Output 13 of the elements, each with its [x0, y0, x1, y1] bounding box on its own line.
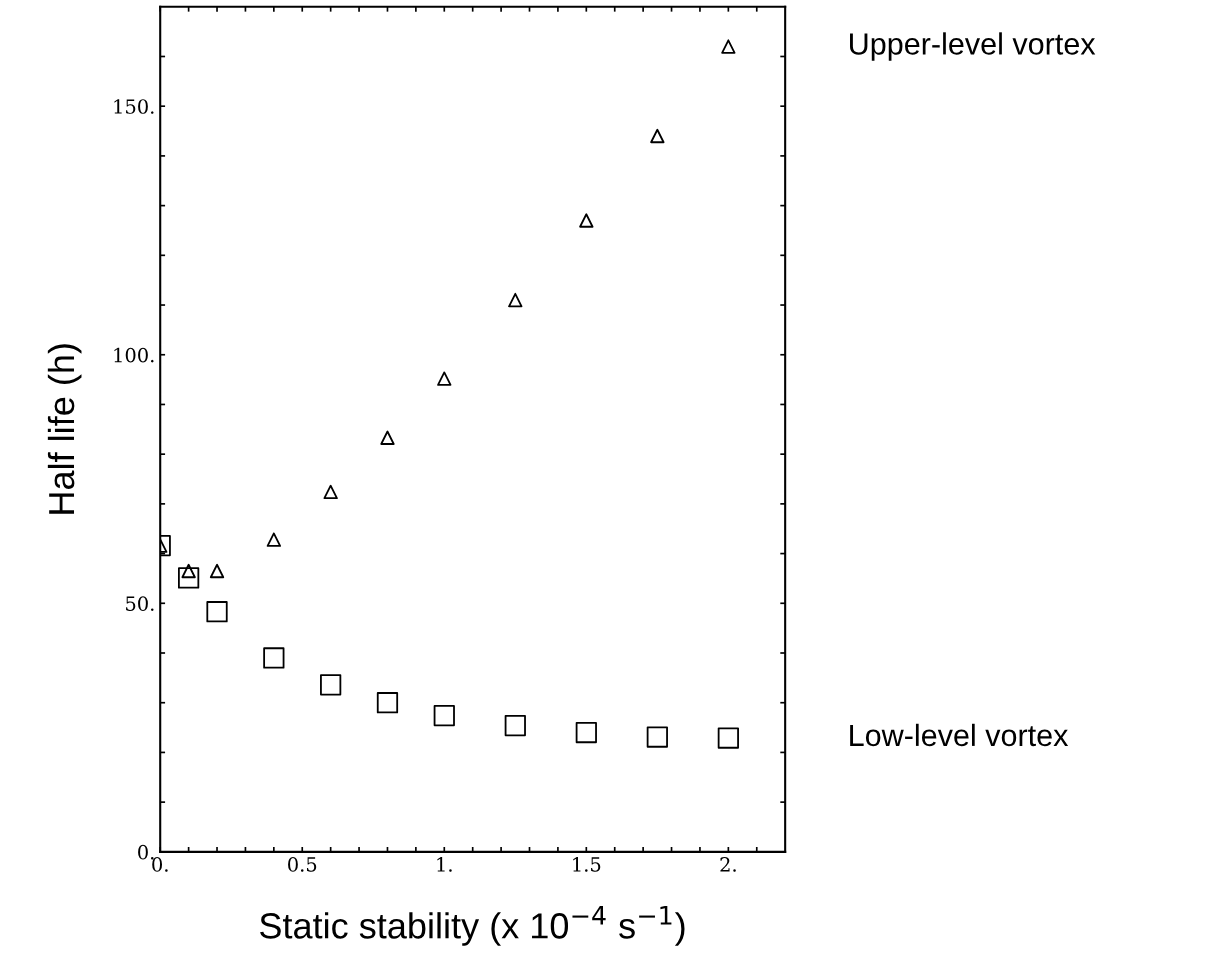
x-tick-label: 2.: [720, 857, 736, 872]
y-tick-label: 100.: [114, 347, 154, 363]
y-tick-label: 50.: [126, 596, 154, 611]
legend-label: Upper-level vortex: [850, 32, 1096, 61]
x-tick-label: 0.: [152, 857, 168, 872]
x-tick-label: 0.5: [288, 857, 317, 872]
y-tick-label: 150.: [114, 99, 154, 114]
x-tick-label: 1.5: [573, 857, 601, 872]
y-tick-label: 0.: [138, 844, 154, 860]
legend-label: Low-level vortex: [850, 723, 1069, 747]
x-axis-title: Static stability (x 10$^{−4}$ s$^{−1}$): [260, 906, 685, 946]
y-axis-title: Half life (h): [47, 344, 82, 514]
x-tick-label: 1.: [437, 857, 452, 872]
